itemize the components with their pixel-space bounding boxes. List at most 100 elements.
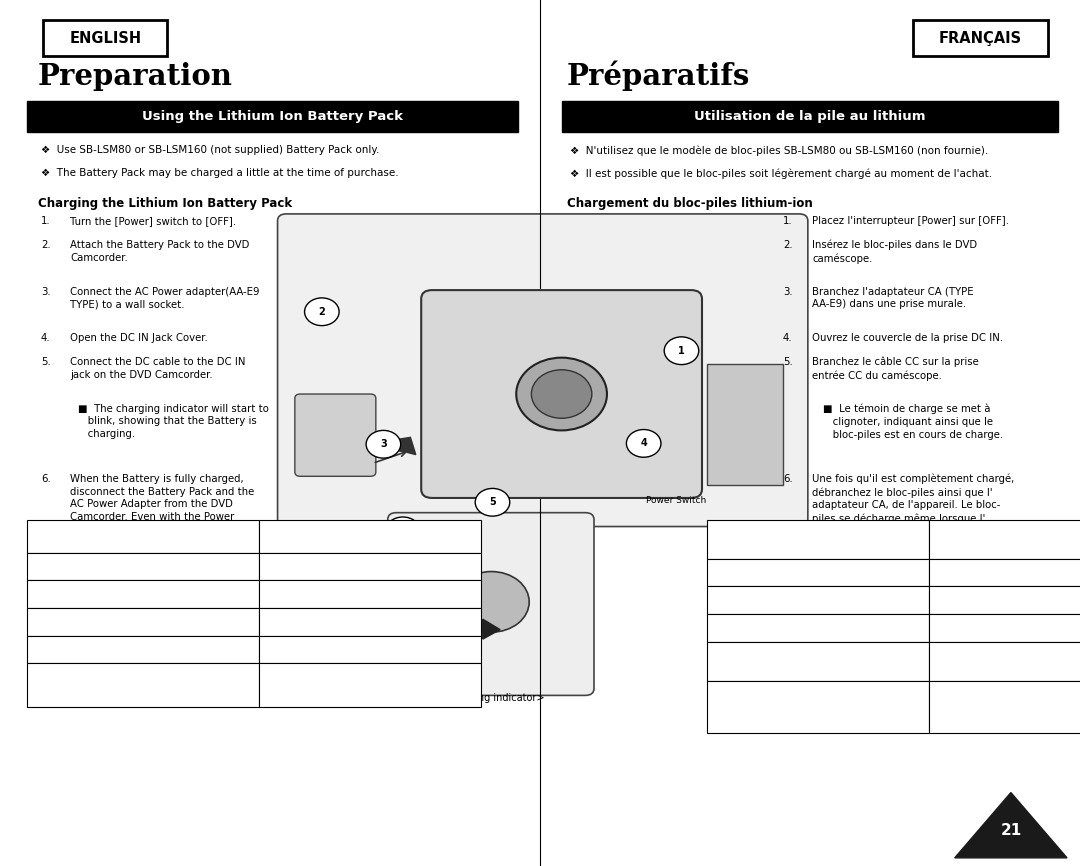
Text: 5: 5 xyxy=(489,497,496,507)
FancyBboxPatch shape xyxy=(707,642,929,681)
Text: 2.: 2. xyxy=(783,240,793,250)
Text: Une fois qu'il est complètement chargé,
débranchez le bloc-piles ainsi que l'
ad: Une fois qu'il est complètement chargé, … xyxy=(812,474,1014,538)
FancyBboxPatch shape xyxy=(562,101,1058,132)
FancyBboxPatch shape xyxy=(27,101,518,132)
FancyBboxPatch shape xyxy=(929,559,1080,586)
Text: Une fois par seconde: Une fois par seconde xyxy=(713,568,811,577)
FancyBboxPatch shape xyxy=(27,580,259,608)
Text: Connect the AC Power adapter(AA-E9
TYPE) to a wall socket.: Connect the AC Power adapter(AA-E9 TYPE)… xyxy=(70,287,259,309)
Text: Charging the Lithium Ion Battery Pack: Charging the Lithium Ion Battery Pack xyxy=(38,197,292,210)
Text: Charging rate: Charging rate xyxy=(330,531,409,541)
Text: 3.: 3. xyxy=(41,287,51,297)
Text: Less than 50%: Less than 50% xyxy=(265,561,335,572)
Text: Turn the [Power] switch to [OFF].: Turn the [Power] switch to [OFF]. xyxy=(70,216,237,227)
FancyBboxPatch shape xyxy=(259,663,481,707)
FancyBboxPatch shape xyxy=(259,636,481,663)
FancyBboxPatch shape xyxy=(259,608,481,636)
Circle shape xyxy=(664,337,699,365)
Text: FRANÇAIS: FRANÇAIS xyxy=(939,30,1022,46)
Text: Branchez le câble CC sur la prise
entrée CC du caméscope.: Branchez le câble CC sur la prise entrée… xyxy=(812,357,978,381)
Text: Chargement du bloc-piles lithium-ion: Chargement du bloc-piles lithium-ion xyxy=(567,197,813,210)
FancyBboxPatch shape xyxy=(707,364,783,485)
Text: ❖  Use SB-LSM80 or SB-LSM160 (not supplied) Battery Pack only.: ❖ Use SB-LSM80 or SB-LSM160 (not supplie… xyxy=(41,145,379,156)
Text: Trois fois par seconde: Trois fois par seconde xyxy=(713,624,813,632)
FancyBboxPatch shape xyxy=(388,513,594,695)
FancyBboxPatch shape xyxy=(27,553,259,580)
FancyBboxPatch shape xyxy=(913,20,1048,56)
Text: 3.: 3. xyxy=(783,287,793,297)
Text: 1.: 1. xyxy=(783,216,793,227)
FancyBboxPatch shape xyxy=(707,586,929,614)
Text: 90% ~ 100%: 90% ~ 100% xyxy=(265,644,327,655)
FancyBboxPatch shape xyxy=(707,614,929,642)
Polygon shape xyxy=(483,619,500,639)
Text: Préparatifs: Préparatifs xyxy=(567,61,751,91)
Circle shape xyxy=(475,488,510,516)
Text: Error - Reset the Battery
Pack and the DC Cable: Error - Reset the Battery Pack and the D… xyxy=(265,674,382,696)
Circle shape xyxy=(626,430,661,457)
Circle shape xyxy=(516,358,607,430)
Text: 75% ~ 90%: 75% ~ 90% xyxy=(934,624,989,632)
Circle shape xyxy=(386,517,420,545)
Circle shape xyxy=(531,370,592,418)
Text: Branchez l'adaptateur CA (TYPE
AA-E9) dans une prise murale.: Branchez l'adaptateur CA (TYPE AA-E9) da… xyxy=(812,287,974,309)
Text: <Charging indicator>: <Charging indicator> xyxy=(438,693,544,703)
FancyBboxPatch shape xyxy=(295,394,376,476)
FancyBboxPatch shape xyxy=(929,520,1080,559)
Text: Once per second: Once per second xyxy=(32,561,113,572)
Text: Utilisation de la pile au lithium: Utilisation de la pile au lithium xyxy=(694,110,926,124)
Text: Taux de charge: Taux de charge xyxy=(987,534,1070,544)
Text: ❖  The Battery Pack may be charged a little at the time of purchase.: ❖ The Battery Pack may be charged a litt… xyxy=(41,168,399,178)
Text: 4.: 4. xyxy=(783,333,793,344)
Text: Deux fois par seconde: Deux fois par seconde xyxy=(713,596,816,604)
Text: Power Switch: Power Switch xyxy=(646,496,706,505)
Text: 4.: 4. xyxy=(41,333,51,344)
Text: Blinking time: Blinking time xyxy=(106,531,180,541)
FancyBboxPatch shape xyxy=(27,520,259,553)
Text: 21: 21 xyxy=(1000,823,1022,838)
Text: 4: 4 xyxy=(640,438,647,449)
Text: Le clignotement cesse et le
témoin reste allumé: Le clignotement cesse et le témoin reste… xyxy=(713,651,841,671)
FancyBboxPatch shape xyxy=(421,290,702,498)
Text: 1: 1 xyxy=(678,346,685,356)
Text: 2: 2 xyxy=(319,307,325,317)
Text: Connect the DC cable to the DC IN
jack on the DVD Camcorder.: Connect the DC cable to the DC IN jack o… xyxy=(70,357,246,379)
Text: Le témoin clignote lentement,
il s'allume une seconde et s'
éteint une seconde: Le témoin clignote lentement, il s'allum… xyxy=(713,691,853,722)
Text: 5.: 5. xyxy=(41,357,51,367)
Circle shape xyxy=(454,572,529,632)
Text: 1.: 1. xyxy=(41,216,51,227)
Text: ■  Le témoin de charge se met à
   clignoter, indiquant ainsi que le
   bloc-pil: ■ Le témoin de charge se met à clignoter… xyxy=(823,404,1003,440)
Text: Blinking stops and stays on: Blinking stops and stays on xyxy=(32,644,165,655)
FancyBboxPatch shape xyxy=(259,520,481,553)
Text: ❖  N'utilisez que le modèle de bloc-piles SB-LSM80 ou SB-LSM160 (non fournie).: ❖ N'utilisez que le modèle de bloc-piles… xyxy=(570,145,988,156)
Text: 6.: 6. xyxy=(783,474,793,484)
Text: On for a second and off for a
second: On for a second and off for a second xyxy=(32,674,171,696)
FancyBboxPatch shape xyxy=(707,559,929,586)
FancyBboxPatch shape xyxy=(259,553,481,580)
Text: 6.: 6. xyxy=(41,474,51,484)
Text: When the Battery is fully charged,
disconnect the Battery Pack and the
AC Power : When the Battery is fully charged, disco… xyxy=(70,474,264,547)
FancyBboxPatch shape xyxy=(278,214,808,527)
Circle shape xyxy=(366,430,401,458)
Text: Fréquence de
clignotement: Fréquence de clignotement xyxy=(781,528,855,550)
Text: Open the DC IN Jack Cover.: Open the DC IN Jack Cover. xyxy=(70,333,208,344)
Text: 3: 3 xyxy=(380,439,387,449)
Text: Erreur – Replacez le bloc-
piles et le cordon CC: Erreur – Replacez le bloc- piles et le c… xyxy=(934,697,1052,716)
Text: Insérez le bloc-piles dans le DVD
caméscope.: Insérez le bloc-piles dans le DVD camésc… xyxy=(812,240,977,264)
Text: 5: 5 xyxy=(400,526,406,536)
Circle shape xyxy=(305,298,339,326)
FancyBboxPatch shape xyxy=(27,608,259,636)
Text: 75% ~ 90%: 75% ~ 90% xyxy=(265,617,322,627)
Text: Twice per second: Twice per second xyxy=(32,589,114,599)
Text: Using the Lithium Ion Battery Pack: Using the Lithium Ion Battery Pack xyxy=(143,110,403,124)
Text: ENGLISH: ENGLISH xyxy=(69,30,141,46)
FancyBboxPatch shape xyxy=(707,681,929,733)
Polygon shape xyxy=(955,792,1067,858)
Text: 50% ~ 75%: 50% ~ 75% xyxy=(265,589,322,599)
FancyBboxPatch shape xyxy=(707,520,929,559)
FancyBboxPatch shape xyxy=(929,681,1080,733)
Text: 50% ~ 75%: 50% ~ 75% xyxy=(934,596,988,604)
Text: 90% ~ 100%: 90% ~ 100% xyxy=(934,656,995,666)
FancyBboxPatch shape xyxy=(929,642,1080,681)
Text: ❖  Il est possible que le bloc-piles soit légèrement chargé au moment de l'achat: ❖ Il est possible que le bloc-piles soit… xyxy=(570,168,993,178)
